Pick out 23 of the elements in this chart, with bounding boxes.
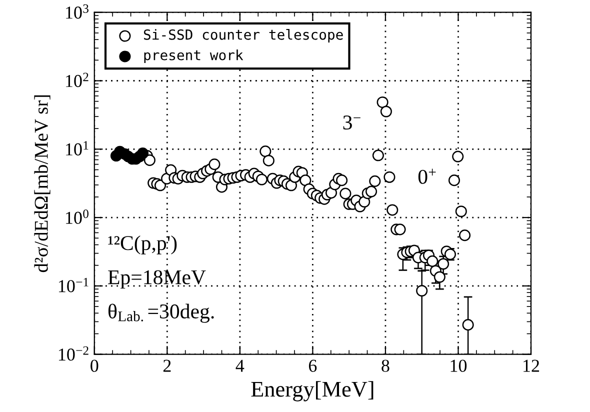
y-tick-label: 10$^{−1}$ — [58, 278, 88, 292]
annotation: 3$^{−}$ — [343, 116, 360, 130]
x-tick-label: 2 — [163, 360, 171, 372]
annotation: 0$^{+}$ — [418, 168, 436, 184]
x-tick-label: 12 — [524, 360, 540, 372]
annotation: Ep=18MeV — [108, 270, 206, 289]
y-tick-label: 10$^{1}$ — [66, 141, 88, 156]
legend-label: present work — [144, 50, 244, 63]
y-tick-label: 10$^{0}$ — [66, 210, 88, 224]
x-tick-label: 8 — [382, 360, 390, 372]
x-tick-label: 10 — [450, 360, 467, 372]
x-tick-label: 0 — [90, 360, 98, 372]
y-axis-title: d²σ/dEdΩ[mb/MeV sr] — [34, 95, 50, 272]
y-tick-label: 10$^{2}$ — [66, 72, 88, 88]
x-tick-label: 6 — [308, 360, 317, 372]
annotation: ¹²C(p,p') — [108, 235, 177, 254]
annotation: θ$_{Lab.}$=30deg. — [108, 304, 214, 323]
legend-label: Si-SSD counter telescope — [144, 29, 343, 43]
y-tick-label: 10$^{−2}$ — [58, 346, 88, 361]
x-axis-title: Energy[MeV] — [251, 381, 374, 402]
y-tick-label: 10$^{3}$ — [66, 4, 88, 19]
x-tick-label: 4 — [236, 360, 244, 372]
point — [137, 148, 149, 160]
